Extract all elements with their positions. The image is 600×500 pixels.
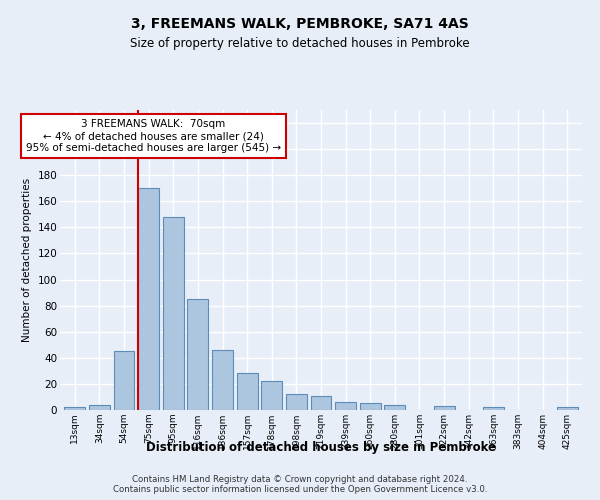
Bar	[434, 406, 455, 410]
Bar	[187, 299, 208, 410]
Bar	[483, 408, 504, 410]
Bar	[64, 408, 85, 410]
Bar	[236, 374, 257, 410]
Bar	[311, 396, 331, 410]
Bar	[385, 405, 406, 410]
Bar	[138, 188, 159, 410]
Bar	[113, 352, 134, 410]
Text: 3, FREEMANS WALK, PEMBROKE, SA71 4AS: 3, FREEMANS WALK, PEMBROKE, SA71 4AS	[131, 18, 469, 32]
Bar	[212, 350, 233, 410]
Bar	[360, 404, 381, 410]
Y-axis label: Number of detached properties: Number of detached properties	[22, 178, 32, 342]
Text: Contains HM Land Registry data © Crown copyright and database right 2024.
Contai: Contains HM Land Registry data © Crown c…	[113, 474, 487, 494]
Bar	[163, 217, 184, 410]
Bar	[261, 382, 282, 410]
Text: 3 FREEMANS WALK:  70sqm
← 4% of detached houses are smaller (24)
95% of semi-det: 3 FREEMANS WALK: 70sqm ← 4% of detached …	[26, 120, 281, 152]
Text: Size of property relative to detached houses in Pembroke: Size of property relative to detached ho…	[130, 38, 470, 51]
Text: Distribution of detached houses by size in Pembroke: Distribution of detached houses by size …	[146, 441, 496, 454]
Bar	[286, 394, 307, 410]
Bar	[557, 408, 578, 410]
Bar	[89, 405, 110, 410]
Bar	[335, 402, 356, 410]
